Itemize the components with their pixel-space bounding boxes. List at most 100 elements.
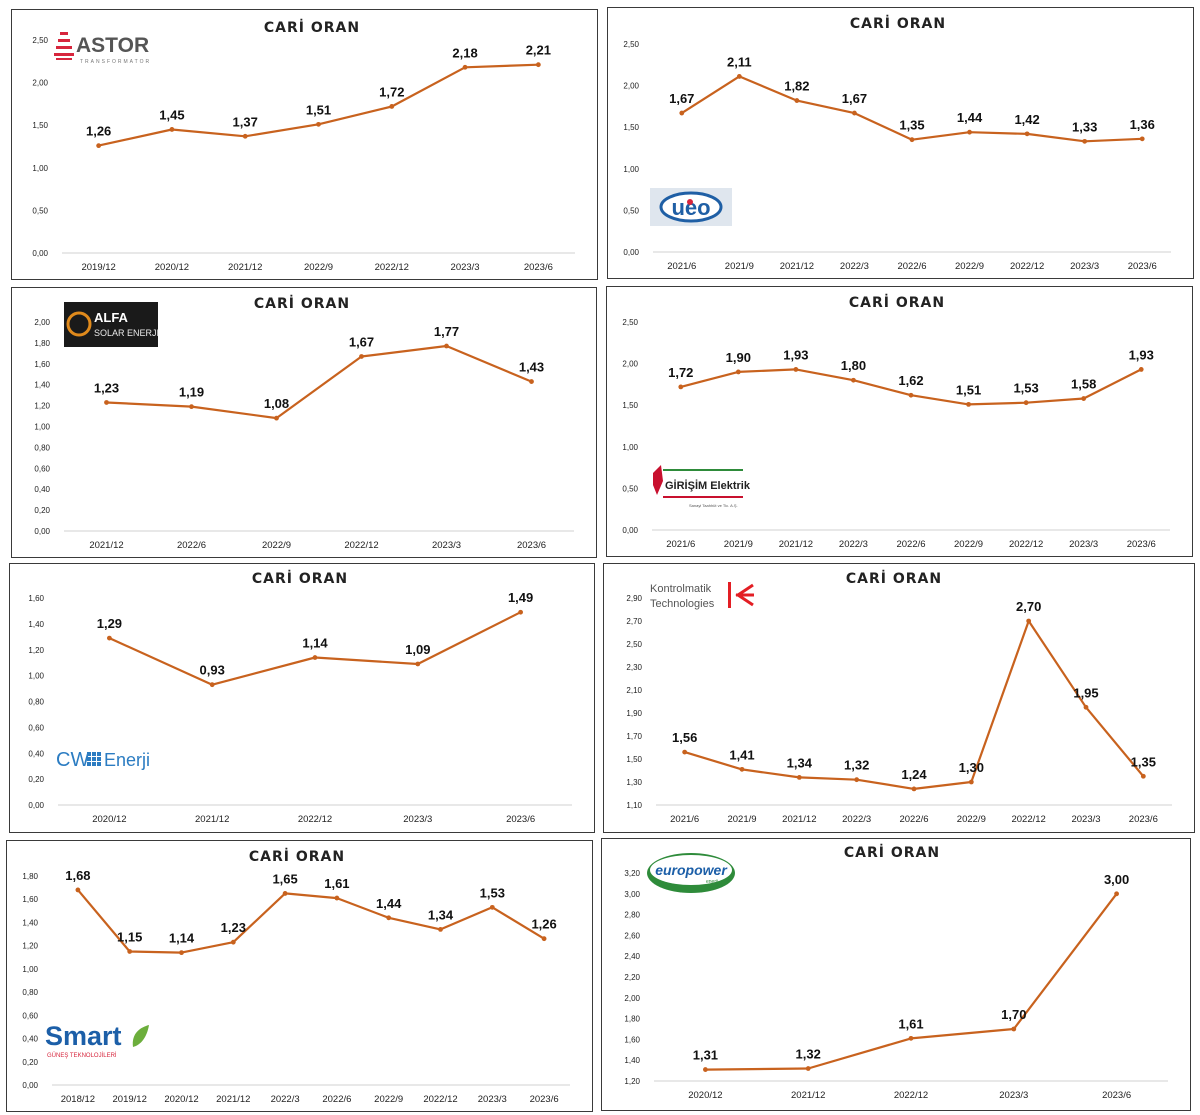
data-label: 1,77	[434, 324, 459, 339]
y-tick-label: 0,00	[22, 1081, 38, 1090]
y-tick-label: 2,80	[624, 911, 640, 920]
x-tick-label: 2021/12	[782, 814, 816, 825]
x-tick-label: 2023/3	[478, 1094, 507, 1105]
x-tick-label: 2023/6	[1129, 814, 1158, 825]
data-label: 1,26	[531, 917, 556, 932]
x-tick-label: 2022/12	[1009, 539, 1043, 550]
data-point	[796, 775, 802, 780]
line-chart: CARİ ORAN ALFA SOLAR ENERJI 0,00 0,20 0,40 0,6…	[34, 295, 574, 551]
y-tick-label: 2,20	[624, 973, 640, 982]
x-tick-label: 2022/9	[262, 540, 291, 551]
data-point	[535, 62, 541, 68]
chart-title: CARİ ORAN	[252, 570, 348, 587]
data-point	[1082, 138, 1088, 144]
data-point	[230, 939, 236, 945]
chart-panel-alfa-solar: CARİ ORAN ALFA SOLAR ENERJI 0,00 0,20 0,40 0,6…	[11, 287, 597, 558]
data-label: 1,44	[957, 110, 983, 125]
x-tick-label: 2023/6	[517, 540, 546, 551]
x-tick-label: 2022/3	[842, 814, 871, 825]
data-label: 1,53	[1013, 381, 1038, 396]
data-point	[794, 98, 800, 103]
data-label: 1,82	[784, 79, 809, 94]
data-point	[852, 110, 857, 116]
y-tick-label: 1,90	[626, 709, 642, 718]
x-tick-label: 2022/12	[1010, 261, 1044, 272]
x-tick-label: 2023/3	[1071, 814, 1100, 825]
x-tick-label: 2022/12	[894, 1090, 928, 1101]
data-label: 1,34	[428, 907, 454, 922]
y-tick-label: 0,60	[28, 723, 44, 732]
y-tick-label: 1,40	[34, 381, 50, 390]
data-label: 1,61	[898, 1016, 923, 1031]
data-point	[1024, 131, 1030, 137]
logo-subtext: Enerji	[104, 750, 150, 770]
data-point	[127, 949, 133, 954]
data-label: 1,14	[169, 931, 195, 946]
x-tick-label: 2022/6	[177, 540, 206, 551]
y-tick-label: 1,20	[34, 402, 50, 411]
y-tick-label: 2,90	[626, 594, 642, 603]
logo-text: ueo	[671, 195, 710, 220]
data-point	[678, 384, 684, 390]
data-label: 1,32	[844, 758, 869, 773]
y-tick-label: 2,50	[623, 40, 639, 49]
x-tick-label: 2023/3	[403, 814, 432, 825]
data-label: 1,36	[1130, 117, 1155, 132]
x-tick-label: 2019/12	[113, 1094, 147, 1105]
x-tick-label: 2023/6	[1102, 1090, 1131, 1101]
x-tick-label: 2020/12	[155, 262, 189, 273]
data-label: 1,72	[379, 84, 404, 99]
y-tick-label: 2,50	[626, 640, 642, 649]
line-chart: CARİ ORAN ASTOR TRANSFORMATOR 0,00 0,50 1,00 1…	[32, 19, 575, 273]
data-point	[739, 766, 745, 772]
y-tick-label: 1,50	[626, 755, 642, 764]
y-tick-label: 2,50	[32, 36, 48, 45]
series-line	[684, 619, 1145, 790]
data-point	[1083, 704, 1089, 710]
x-tick-label: 2021/12	[780, 261, 814, 272]
x-tick-label: 2021/12	[216, 1094, 250, 1105]
x-tick-label: 2018/12	[61, 1094, 95, 1105]
x-tick-label: 2022/9	[957, 814, 986, 825]
logo-subtext: GÜNEŞ TEKNOLOJİLERİ	[47, 1052, 117, 1059]
data-label: 1,62	[898, 373, 923, 388]
y-tick-label: 2,00	[622, 360, 638, 369]
data-label: 1,93	[783, 347, 808, 362]
chart-panel-astor: CARİ ORAN ASTOR TRANSFORMATOR 0,00 0,50 1,00 1…	[11, 9, 598, 280]
x-tick-label: 2023/3	[999, 1090, 1028, 1101]
y-tick-label: 1,50	[623, 123, 639, 132]
y-tick-label: 1,00	[623, 165, 639, 174]
data-point	[169, 127, 175, 132]
alfa-solar-logo: ALFA SOLAR ENERJI	[64, 302, 159, 347]
data-label: 1,58	[1071, 377, 1096, 392]
data-label: 2,11	[727, 54, 752, 69]
ueo-logo: ueo	[650, 188, 732, 226]
data-point	[1138, 367, 1144, 372]
logo-text: ASTOR	[76, 34, 149, 57]
x-tick-label: 2021/12	[779, 539, 813, 550]
x-tick-label: 2020/12	[688, 1090, 722, 1101]
x-tick-label: 2021/9	[724, 539, 753, 550]
data-point	[851, 377, 856, 383]
y-tick-label: 0,00	[34, 527, 50, 536]
data-label: 1,45	[159, 107, 184, 122]
x-tick-label: 2022/6	[896, 539, 925, 550]
data-point	[1011, 1026, 1017, 1032]
logo-text: GİRİŞİM Elektrik	[665, 479, 751, 492]
series-line	[705, 893, 1118, 1071]
data-point	[908, 1035, 914, 1041]
data-point	[854, 777, 860, 783]
data-label: 1,67	[842, 91, 867, 106]
data-point	[736, 74, 742, 79]
data-point	[282, 891, 288, 896]
x-tick-label: 2022/9	[955, 261, 984, 272]
y-tick-label: 0,40	[22, 1035, 38, 1044]
y-tick-label: 1,00	[28, 672, 44, 681]
x-tick-label: 2023/6	[1127, 539, 1156, 550]
chart-panel-smart: CARİ ORAN Smart GÜNEŞ TEKNOLOJİLERİ 0,00 0,2…	[6, 840, 593, 1112]
x-tick-label: 2020/12	[92, 814, 126, 825]
data-point	[242, 133, 248, 139]
y-tick-label: 2,30	[626, 663, 642, 672]
chart-panel-cw-enerji: CARİ ORAN CW Enerji 0,00 0,20 0,40 0,60 0,80 1,0…	[9, 563, 595, 833]
